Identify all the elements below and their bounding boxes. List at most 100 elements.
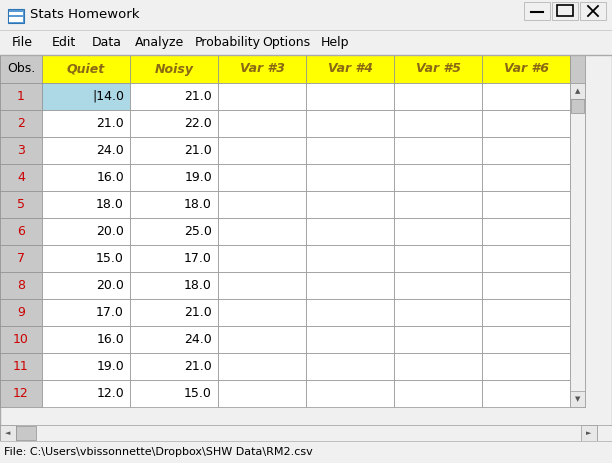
Bar — [570, 110, 585, 137]
Bar — [306, 353, 394, 380]
Bar — [218, 272, 306, 299]
Bar — [482, 272, 570, 299]
Bar — [130, 164, 218, 191]
Bar — [0, 137, 42, 164]
Bar — [16, 426, 36, 440]
Bar — [306, 326, 394, 353]
Text: 7: 7 — [17, 252, 25, 265]
Bar — [570, 83, 585, 110]
Bar — [482, 164, 570, 191]
Text: 15.0: 15.0 — [184, 387, 212, 400]
Bar — [130, 326, 218, 353]
Bar — [130, 55, 218, 83]
Bar — [482, 245, 570, 272]
Bar — [482, 137, 570, 164]
Text: 15.0: 15.0 — [96, 252, 124, 265]
Text: ◄: ◄ — [6, 430, 10, 436]
Bar — [0, 441, 612, 463]
Text: 22.0: 22.0 — [184, 117, 212, 130]
Bar — [570, 137, 585, 164]
Text: 12.0: 12.0 — [96, 387, 124, 400]
Bar — [482, 110, 570, 137]
Text: |14.0: |14.0 — [92, 90, 124, 103]
Bar — [130, 299, 218, 326]
Bar — [0, 191, 42, 218]
Bar — [570, 272, 585, 299]
Bar — [0, 380, 42, 407]
Bar — [570, 83, 585, 99]
Bar — [218, 110, 306, 137]
Bar — [42, 353, 130, 380]
Bar — [482, 353, 570, 380]
Bar — [570, 391, 585, 407]
Bar — [306, 272, 394, 299]
Text: Data: Data — [92, 36, 122, 49]
Bar — [9, 17, 23, 22]
Text: 21.0: 21.0 — [96, 117, 124, 130]
Text: File: C:\Users\vbissonnette\Dropbox\SHW Data\RM2.csv: File: C:\Users\vbissonnette\Dropbox\SHW … — [4, 447, 313, 457]
Text: 25.0: 25.0 — [184, 225, 212, 238]
Bar — [0, 326, 42, 353]
Bar — [552, 2, 578, 20]
Bar — [570, 245, 585, 272]
Bar — [42, 110, 130, 137]
Bar — [394, 137, 482, 164]
Text: Var #6: Var #6 — [504, 63, 548, 75]
Bar — [0, 272, 42, 299]
Bar — [482, 380, 570, 407]
Bar — [597, 425, 612, 441]
Bar — [306, 137, 394, 164]
Bar — [524, 2, 550, 20]
Text: 1: 1 — [17, 90, 25, 103]
Bar — [394, 55, 482, 83]
Text: Edit: Edit — [52, 36, 76, 49]
Bar — [130, 110, 218, 137]
Text: 20.0: 20.0 — [96, 225, 124, 238]
Text: 5: 5 — [17, 198, 25, 211]
Text: 18.0: 18.0 — [96, 198, 124, 211]
Bar — [130, 272, 218, 299]
Bar — [130, 191, 218, 218]
Bar — [0, 425, 597, 441]
Bar — [570, 353, 585, 380]
Bar — [570, 380, 585, 407]
Text: 17.0: 17.0 — [96, 306, 124, 319]
Text: Obs.: Obs. — [7, 63, 35, 75]
Text: 4: 4 — [17, 171, 25, 184]
Text: 8: 8 — [17, 279, 25, 292]
Bar — [482, 83, 570, 110]
Text: Analyze: Analyze — [135, 36, 184, 49]
Bar — [306, 218, 394, 245]
Bar — [306, 55, 394, 83]
Text: 16.0: 16.0 — [96, 171, 124, 184]
Bar — [42, 137, 130, 164]
Bar — [394, 164, 482, 191]
Bar — [570, 326, 585, 353]
Bar — [42, 272, 130, 299]
Text: Var #5: Var #5 — [416, 63, 460, 75]
Bar — [570, 218, 585, 245]
Text: ▲: ▲ — [575, 88, 580, 94]
Bar — [9, 12, 23, 15]
Text: Var #4: Var #4 — [327, 63, 373, 75]
Text: 18.0: 18.0 — [184, 279, 212, 292]
Text: 18.0: 18.0 — [184, 198, 212, 211]
Bar — [218, 55, 306, 83]
Text: 20.0: 20.0 — [96, 279, 124, 292]
Bar — [571, 99, 584, 113]
Bar — [0, 83, 42, 110]
Bar — [0, 299, 42, 326]
Bar — [394, 245, 482, 272]
Bar — [218, 326, 306, 353]
Bar — [482, 326, 570, 353]
Bar — [394, 110, 482, 137]
Bar — [0, 0, 612, 30]
Text: 2: 2 — [17, 117, 25, 130]
Text: ►: ► — [586, 430, 592, 436]
Text: 21.0: 21.0 — [184, 306, 212, 319]
Text: 17.0: 17.0 — [184, 252, 212, 265]
Bar — [0, 425, 16, 441]
Bar — [42, 83, 130, 110]
Bar — [0, 353, 42, 380]
Bar — [394, 299, 482, 326]
